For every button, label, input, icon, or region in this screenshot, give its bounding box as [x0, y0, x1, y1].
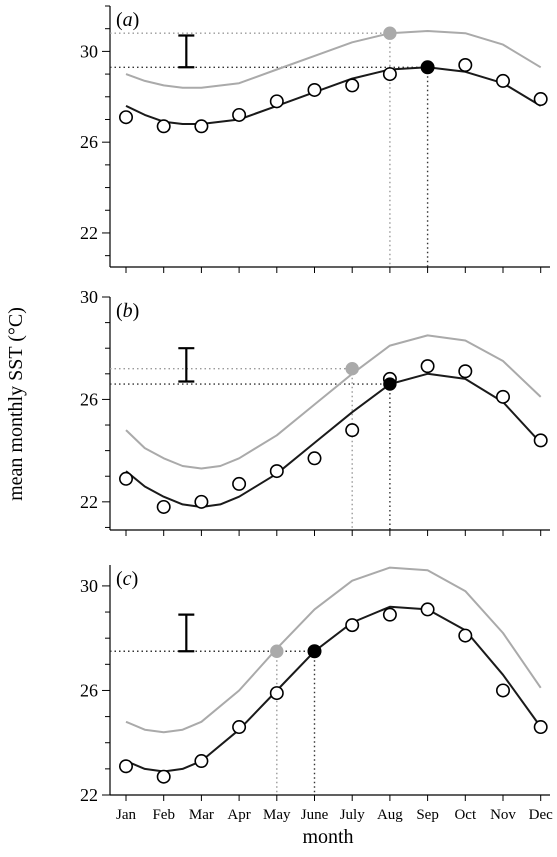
panel-c: 22 26 30 (c)	[80, 565, 550, 805]
panel-b: 22 26 30 (b)	[80, 287, 550, 536]
y-tick-label: 30	[80, 576, 98, 596]
observed-point	[345, 618, 360, 633]
y-tick-label: 26	[80, 680, 98, 700]
observed-point	[382, 607, 397, 622]
y-axis-title: mean monthly SST (°C)	[5, 307, 27, 501]
x-tick-label: Feb	[152, 807, 175, 823]
observed-point	[194, 119, 209, 134]
x-tick-label: May	[263, 807, 291, 823]
fit-peak-marker	[383, 377, 397, 391]
observed-point	[119, 110, 134, 125]
shifted-curve	[125, 334, 542, 470]
x-axis-title: month	[302, 826, 353, 848]
observed-point	[533, 433, 548, 448]
observed-point	[119, 759, 134, 774]
x-tick-label: Nov	[490, 807, 516, 823]
panel-label-close: )	[133, 300, 140, 322]
fit-curve	[125, 605, 542, 773]
observed-point	[420, 359, 435, 374]
observed-point	[307, 451, 322, 466]
y-tick-label: 22	[80, 223, 98, 243]
observed-point	[232, 720, 247, 735]
observed-point	[307, 82, 322, 97]
y-tick-label: 30	[80, 287, 98, 307]
observed-point	[156, 499, 171, 514]
y-tick-label: 26	[80, 132, 98, 152]
x-tick-label: Apr	[227, 807, 250, 823]
panel-label-open: (	[116, 568, 123, 590]
fit-peak-marker	[307, 644, 322, 658]
x-tick-label: Mar	[189, 807, 214, 823]
panel-a: 22 26 30 (a)	[80, 5, 550, 273]
observed-point	[194, 754, 209, 769]
observed-point	[156, 119, 171, 134]
panel-label-letter: a	[123, 9, 133, 31]
observed-point	[345, 78, 360, 93]
panel-label-open: (	[116, 300, 123, 322]
observed-point	[345, 423, 360, 438]
observed-point	[495, 683, 510, 698]
observed-point	[382, 67, 397, 82]
observed-point	[458, 628, 473, 643]
panel-label: (b)	[116, 300, 139, 322]
y-tick-label: 30	[80, 41, 98, 61]
x-tick-label: Dec	[529, 807, 553, 823]
x-tick-label: June	[301, 807, 329, 823]
panel-label: (a)	[116, 9, 139, 31]
panel-label-open: (	[116, 9, 123, 31]
shifted-peak-marker	[270, 644, 284, 658]
x-tick-label: July	[340, 807, 366, 823]
observed-point	[156, 769, 171, 784]
observed-point	[495, 73, 510, 88]
observed-point	[458, 58, 473, 73]
observed-point	[232, 107, 247, 122]
observed-point	[119, 471, 134, 486]
observed-point	[420, 602, 435, 617]
y-tick-label: 26	[80, 389, 98, 409]
observed-point	[194, 494, 209, 509]
observed-point	[533, 720, 548, 735]
observed-point	[533, 92, 548, 107]
panel-label-letter: b	[123, 300, 133, 322]
panel-label-close: )	[132, 568, 139, 590]
panel-label-letter: c	[123, 568, 132, 590]
panel-label: (c)	[116, 568, 138, 590]
y-tick-label: 22	[80, 492, 98, 512]
shifted-curve	[125, 566, 542, 734]
x-tick-label: Jan	[116, 807, 136, 823]
shifted-curve	[125, 30, 542, 89]
y-tick-label: 22	[80, 785, 98, 805]
shifted-peak-marker	[383, 26, 397, 40]
fit-curve	[125, 66, 542, 125]
fit-curve	[125, 372, 542, 508]
observed-point	[495, 389, 510, 404]
x-tick-label: Sep	[416, 807, 439, 823]
shifted-peak-marker	[345, 361, 359, 376]
observed-point	[232, 476, 247, 491]
panel-label-close: )	[133, 9, 140, 31]
x-tick-label: Oct	[454, 807, 476, 823]
fit-peak-marker	[420, 60, 435, 74]
observed-point	[269, 686, 284, 701]
observed-point	[269, 464, 284, 479]
observed-point	[269, 94, 284, 109]
x-tick-label: Aug	[377, 807, 403, 823]
observed-point	[458, 364, 473, 379]
